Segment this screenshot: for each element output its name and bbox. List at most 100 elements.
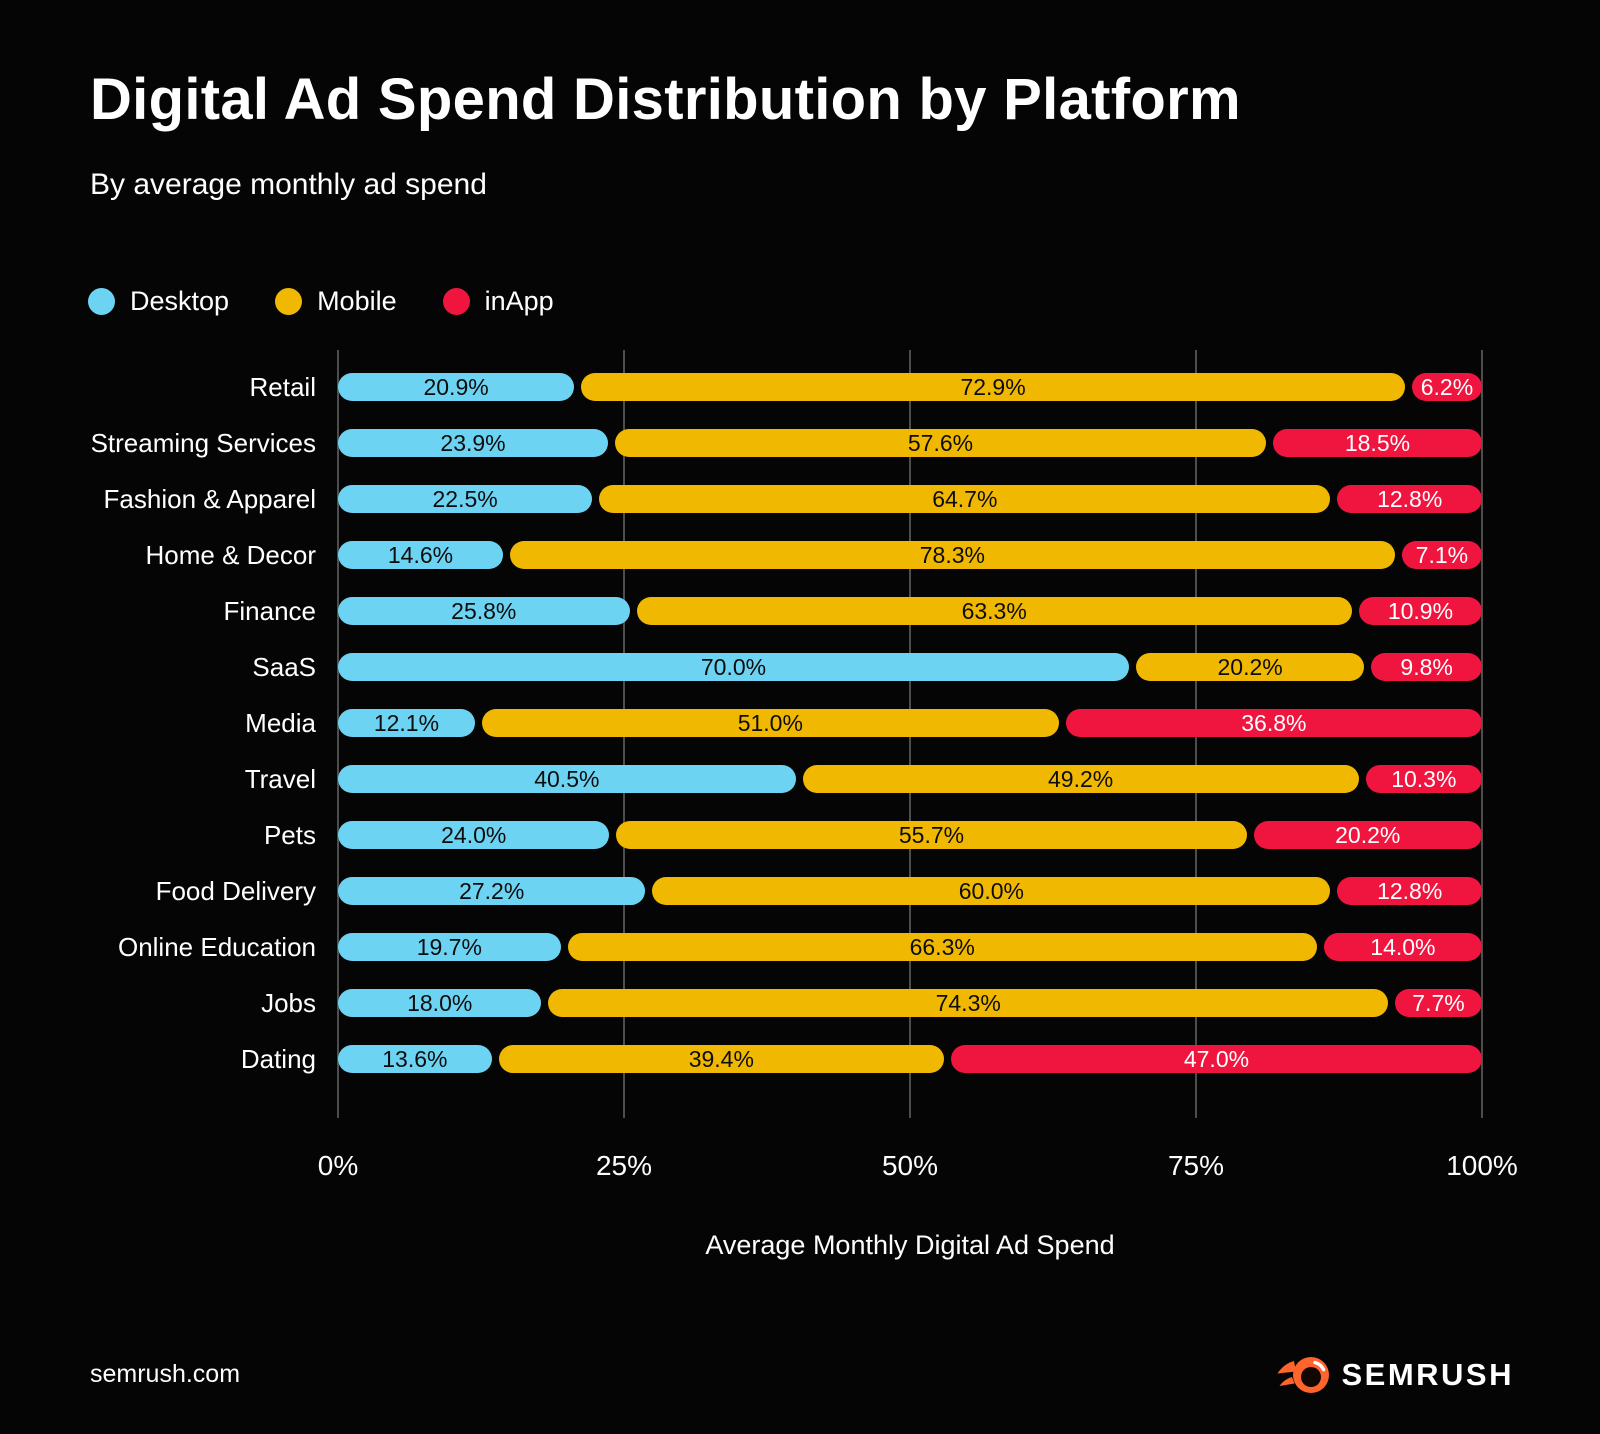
- semrush-logo: SEMRUSH: [1277, 1352, 1514, 1398]
- semrush-flame-icon: [1277, 1352, 1331, 1398]
- bar-segment-mobile: 60.0%: [652, 877, 1331, 905]
- bar-track: 25.8% 63.3% 10.9%: [338, 597, 1483, 625]
- x-axis: 0% 25% 50% 75% 100%: [318, 1150, 1518, 1186]
- bar-segment-mobile: 49.2%: [802, 765, 1359, 793]
- chart-row: Retail 20.9% 72.9% 6.2%: [90, 359, 1482, 415]
- legend-label: Desktop: [130, 286, 230, 316]
- bar-track: 40.5% 49.2% 10.3%: [338, 765, 1482, 793]
- category-label: Travel: [244, 763, 316, 794]
- bar-segment-desktop: 22.5%: [338, 485, 593, 513]
- bar-segment-desktop: 40.5%: [338, 765, 796, 793]
- bar-track: 20.9% 72.9% 6.2%: [338, 373, 1482, 401]
- category-label: Finance: [223, 595, 317, 626]
- bar-segment-inapp: 10.3%: [1365, 765, 1482, 793]
- bar-segment-mobile: 74.3%: [548, 989, 1388, 1017]
- category-label: Media: [245, 707, 316, 738]
- chart-row: Pets 24.0% 55.7% 20.2%: [90, 807, 1482, 863]
- category-label: Fashion & Apparel: [103, 483, 316, 514]
- chart-row: Food Delivery 27.2% 60.0% 12.8%: [90, 863, 1482, 919]
- grid-line: [337, 350, 339, 1118]
- bar-segment-mobile: 57.6%: [615, 429, 1266, 457]
- chart-row: Finance 25.8% 63.3% 10.9%: [90, 583, 1483, 639]
- bar-segment-inapp: 10.9%: [1358, 597, 1483, 625]
- bar-segment-inapp: 36.8%: [1065, 709, 1482, 737]
- bar-track: 14.6% 78.3% 7.1%: [338, 541, 1483, 569]
- bar-segment-desktop: 14.6%: [338, 541, 503, 569]
- bar-segment-inapp: 7.7%: [1395, 989, 1483, 1017]
- bar-segment-inapp: 9.8%: [1371, 653, 1482, 681]
- bar-segment-desktop: 18.0%: [338, 989, 542, 1017]
- category-label: Retail: [249, 371, 316, 402]
- bar-track: 19.7% 66.3% 14.0%: [338, 933, 1482, 961]
- bar-segment-mobile: 66.3%: [567, 933, 1317, 961]
- legend-dot-desktop: [88, 288, 115, 315]
- bar-segment-inapp: 7.1%: [1401, 541, 1483, 569]
- category-label: Streaming Services: [90, 427, 316, 458]
- bar-segment-mobile: 63.3%: [636, 597, 1352, 625]
- category-label: Food Delivery: [155, 875, 316, 906]
- bar-segment-desktop: 25.8%: [338, 597, 630, 625]
- legend-label: inApp: [484, 286, 554, 316]
- bar-track: 70.0% 20.2% 9.8%: [338, 653, 1482, 681]
- legend-label: Mobile: [317, 286, 397, 316]
- bar-segment-inapp: 14.0%: [1323, 933, 1482, 961]
- category-label: Dating: [240, 1043, 316, 1074]
- bar-segment-desktop: 23.9%: [338, 429, 609, 457]
- page-subtitle: By average monthly ad spend: [90, 168, 487, 201]
- category-label: Home & Decor: [145, 539, 317, 570]
- legend-item-inapp: inApp: [442, 286, 554, 317]
- bar-segment-desktop: 70.0%: [338, 653, 1129, 681]
- semrush-wordmark: SEMRUSH: [1341, 1357, 1514, 1392]
- chart-rows: Retail 20.9% 72.9% 6.2% Streaming Services 23…: [90, 350, 1483, 1087]
- legend-item-desktop: Desktop: [88, 286, 229, 317]
- stacked-bar-chart: Retail 20.9% 72.9% 6.2% Streaming Services 23…: [90, 350, 1518, 1280]
- page-title: Digital Ad Spend Distribution by Platfor…: [90, 67, 1241, 132]
- bar-segment-desktop: 27.2%: [338, 877, 646, 905]
- bar-track: 23.9% 57.6% 18.5%: [338, 429, 1482, 457]
- source-url: semrush.com: [90, 1360, 241, 1388]
- chart-row: SaaS 70.0% 20.2% 9.8%: [90, 639, 1482, 695]
- bar-segment-inapp: 12.8%: [1337, 877, 1482, 905]
- chart-row: Online Education 19.7% 66.3% 14.0%: [90, 919, 1482, 975]
- chart-row: Travel 40.5% 49.2% 10.3%: [90, 751, 1482, 807]
- category-label: SaaS: [252, 651, 316, 682]
- bar-track: 12.1% 51.0% 36.8%: [338, 709, 1482, 737]
- bar-track: 13.6% 39.4% 47.0%: [338, 1045, 1482, 1073]
- x-axis-tick-label: 50%: [881, 1150, 939, 1181]
- bar-track: 27.2% 60.0% 12.8%: [338, 877, 1482, 905]
- bar-track: 24.0% 55.7% 20.2%: [338, 821, 1482, 849]
- chart-row: Home & Decor 14.6% 78.3% 7.1%: [90, 527, 1483, 583]
- x-axis-tick-label: 0%: [317, 1150, 359, 1181]
- bar-segment-mobile: 64.7%: [599, 485, 1331, 513]
- bar-segment-desktop: 24.0%: [338, 821, 610, 849]
- chart-row: Streaming Services 23.9% 57.6% 18.5%: [90, 415, 1482, 471]
- category-label: Jobs: [261, 987, 316, 1018]
- legend-item-mobile: Mobile: [275, 286, 397, 317]
- bar-segment-mobile: 39.4%: [498, 1045, 944, 1073]
- bar-segment-mobile: 72.9%: [581, 373, 1405, 401]
- x-axis-tick-label: 25%: [595, 1150, 653, 1181]
- chart-row: Dating 13.6% 39.4% 47.0%: [90, 1031, 1482, 1087]
- bar-segment-inapp: 12.8%: [1337, 485, 1482, 513]
- x-axis-tick-label: 75%: [1167, 1150, 1225, 1181]
- bar-track: 18.0% 74.3% 7.7%: [338, 989, 1483, 1017]
- grid-line: [1481, 350, 1483, 1118]
- bar-segment-desktop: 19.7%: [338, 933, 561, 961]
- legend: Desktop Mobile inApp: [88, 286, 554, 317]
- bar-segment-mobile: 51.0%: [481, 709, 1059, 737]
- chart-row: Fashion & Apparel 22.5% 64.7% 12.8%: [90, 471, 1482, 527]
- bar-segment-mobile: 55.7%: [616, 821, 1247, 849]
- chart-row: Jobs 18.0% 74.3% 7.7%: [90, 975, 1483, 1031]
- bar-segment-inapp: 47.0%: [950, 1045, 1482, 1073]
- x-axis-tick-label: 100%: [1446, 1150, 1518, 1181]
- bar-segment-inapp: 20.2%: [1253, 821, 1482, 849]
- bar-segment-desktop: 12.1%: [338, 709, 475, 737]
- bar-segment-desktop: 20.9%: [338, 373, 575, 401]
- category-label: Pets: [263, 819, 316, 850]
- bar-segment-mobile: 78.3%: [509, 541, 1395, 569]
- category-label: Online Education: [117, 931, 316, 962]
- legend-dot-inapp: [442, 288, 470, 315]
- bar-segment-inapp: 18.5%: [1272, 429, 1482, 457]
- legend-dot-mobile: [275, 288, 303, 315]
